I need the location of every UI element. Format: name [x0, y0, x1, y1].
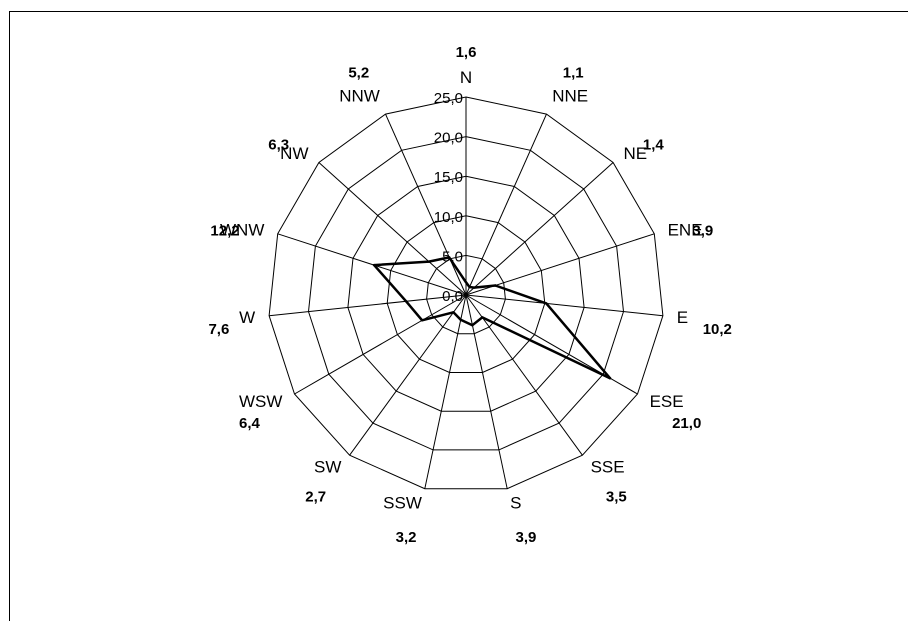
value-label: 1,1	[563, 65, 584, 82]
radial-tick-labels: 0,0 5,0 10,0 15,0 20,0 25,0	[434, 90, 463, 305]
tick-label: 25,0	[434, 90, 463, 107]
value-label: 1,4	[643, 137, 665, 154]
series-line	[372, 256, 612, 380]
grid-spoke	[277, 233, 467, 296]
value-label: 3,9	[516, 529, 537, 546]
data-point	[452, 311, 455, 314]
tick-label: 15,0	[434, 169, 463, 186]
grid-ring	[268, 96, 664, 490]
grid-spoke	[465, 294, 583, 456]
grid-ring	[307, 136, 625, 451]
direction-label: NNE	[552, 86, 588, 105]
grid-ring	[386, 215, 546, 373]
data-point	[545, 302, 548, 305]
value-label: 1,6	[456, 44, 477, 61]
value-label: 3,9	[692, 223, 713, 240]
grid-spoke	[465, 162, 614, 296]
value-label: 12,2	[210, 223, 239, 240]
grid-spoke	[465, 294, 663, 317]
value-label: 6,3	[268, 137, 289, 154]
value-label: 21,0	[672, 415, 701, 432]
grid-spoke	[294, 294, 467, 395]
value-label: 10,2	[703, 321, 732, 338]
direction-label: E	[677, 308, 688, 327]
value-label: 2,7	[305, 489, 326, 506]
grid-spoke	[349, 294, 467, 456]
data-point	[459, 318, 462, 321]
grid-ring	[426, 254, 506, 335]
value-label: 6,4	[239, 415, 261, 432]
data-point	[473, 286, 476, 289]
direction-label: SSW	[383, 493, 422, 512]
grid-spoke	[465, 113, 547, 296]
data-point	[404, 300, 408, 303]
direction-label: ENE	[668, 221, 703, 240]
tick-label: 0,0	[442, 288, 463, 305]
data-point	[372, 263, 376, 267]
data-point	[427, 260, 431, 263]
tick-label: 10,0	[434, 209, 463, 226]
direction-label: W	[239, 308, 255, 327]
direction-labels: N1,6NNE1,1NE1,4ENE3,9E10,2ESE21,0SSE3,5S…	[208, 44, 731, 546]
data-point	[468, 285, 471, 289]
radar-grid	[268, 96, 664, 490]
grid-spoke	[465, 233, 655, 296]
data-point	[608, 377, 612, 380]
tick-label: 5,0	[442, 248, 463, 265]
grid-spoke	[318, 162, 467, 296]
value-label: 3,5	[606, 489, 627, 506]
chart-frame	[9, 11, 908, 621]
grid-spoke	[465, 294, 508, 489]
data-point	[494, 284, 497, 287]
data-series	[372, 256, 612, 380]
direction-label: SW	[314, 458, 341, 477]
grid-spoke	[269, 294, 467, 317]
direction-label: S	[510, 493, 521, 512]
direction-label: NW	[280, 144, 308, 163]
grid-spoke	[385, 113, 467, 296]
data-point	[448, 256, 451, 259]
value-label: 5,2	[348, 65, 369, 82]
data-point	[464, 281, 468, 284]
direction-label: WSW	[239, 392, 282, 411]
direction-label: ESE	[650, 392, 684, 411]
direction-label: NNW	[339, 86, 380, 105]
grid-ring	[347, 175, 585, 412]
value-label: 3,2	[396, 529, 417, 546]
direction-label: NE	[624, 144, 648, 163]
direction-label: WNW	[220, 221, 264, 240]
tick-label: 20,0	[434, 130, 463, 147]
data-point	[471, 324, 474, 327]
direction-label: N	[460, 68, 472, 87]
direction-label: SSE	[591, 458, 625, 477]
data-point	[420, 319, 424, 322]
value-label: 7,6	[208, 321, 229, 338]
data-point	[481, 316, 484, 319]
grid-spoke	[424, 294, 467, 489]
